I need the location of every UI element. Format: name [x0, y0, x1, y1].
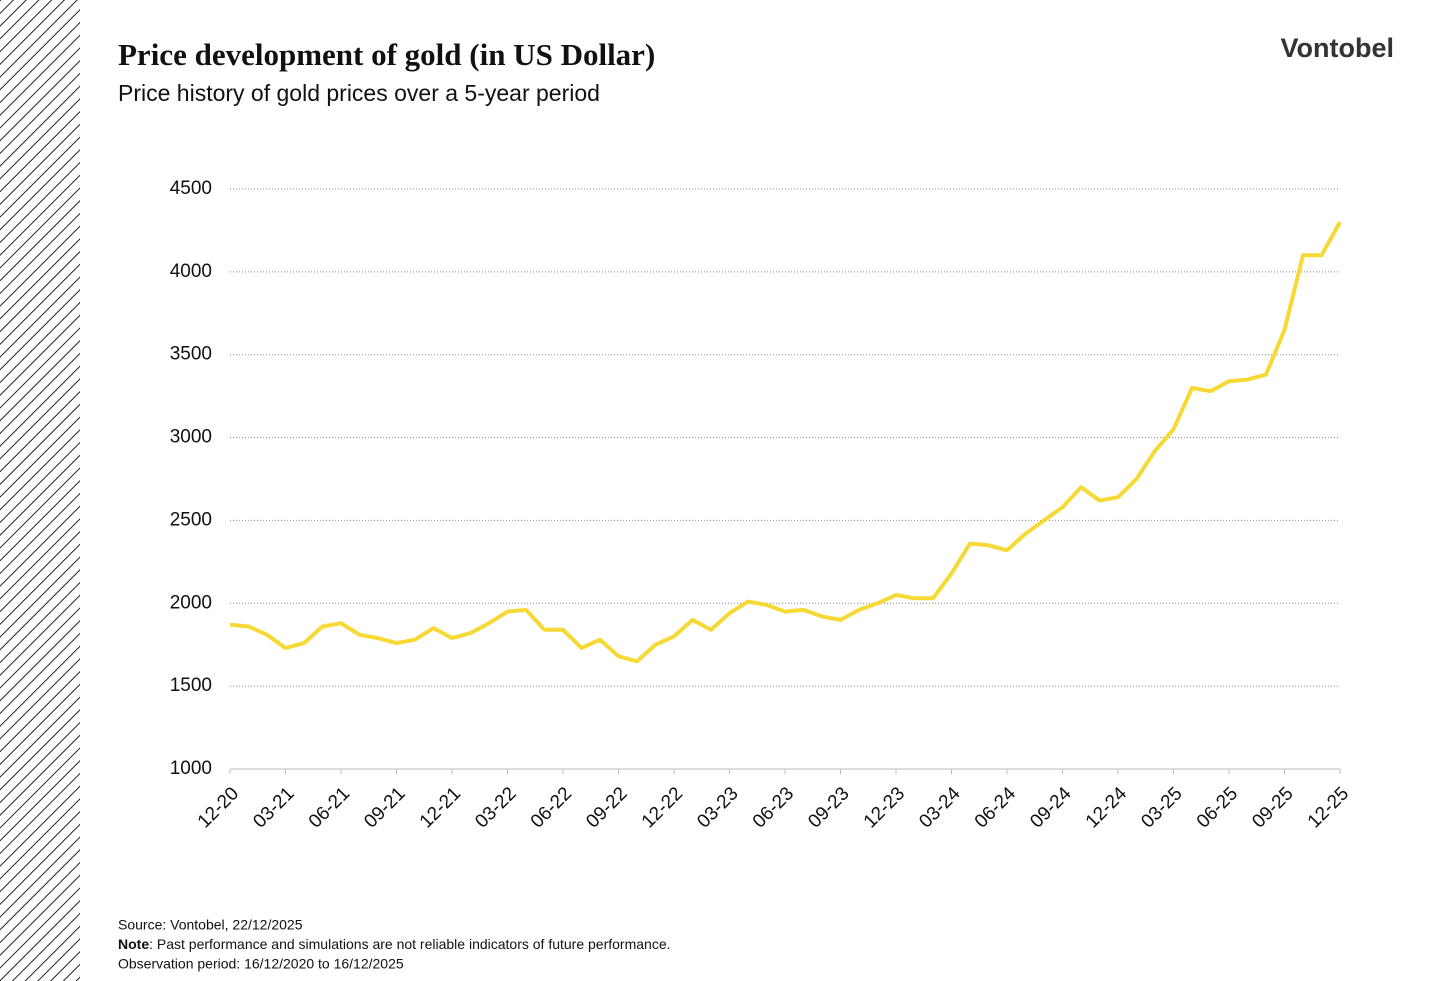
- x-tick-label: 03-25: [1137, 783, 1186, 832]
- x-tick-label: 03-22: [471, 783, 520, 832]
- x-tick-label: 09-23: [804, 783, 853, 832]
- x-tick-label: 09-21: [360, 783, 409, 832]
- x-tick-label: 06-24: [971, 783, 1021, 833]
- x-tick-label: 09-22: [582, 783, 631, 832]
- x-tick-label: 09-24: [1026, 783, 1076, 833]
- x-tick-label: 12-21: [416, 783, 465, 832]
- x-tick-label: 06-21: [305, 783, 354, 832]
- price-line: [229, 221, 1342, 664]
- y-tick-label: 3500: [170, 344, 212, 365]
- x-tick-label: 09-25: [1248, 783, 1297, 832]
- x-tick-label: 12-24: [1082, 783, 1132, 833]
- chart-title: Price development of gold (in US Dollar): [118, 37, 655, 72]
- observation: Observation period: 16/12/2020 to 16/12/…: [118, 956, 404, 972]
- brand-logo: Vontobel: [1281, 33, 1394, 63]
- note-line: Note: Past performance and simulations a…: [118, 936, 671, 952]
- chart-subtitle: Price history of gold prices over a 5-ye…: [118, 80, 600, 106]
- y-tick-label: 1500: [170, 675, 212, 696]
- y-tick-label: 2500: [170, 509, 212, 530]
- y-tick-label: 2000: [170, 592, 212, 613]
- x-tick-label: 03-24: [915, 783, 965, 833]
- x-tick-label: 06-25: [1193, 783, 1242, 832]
- note-label: Note: [118, 936, 149, 952]
- source: Source: Vontobel, 22/12/2025: [118, 917, 303, 933]
- hatch-strip: [0, 0, 80, 981]
- x-tick-label: 03-23: [693, 783, 742, 832]
- x-tick-label: 06-23: [749, 783, 798, 832]
- y-tick-label: 4000: [170, 261, 212, 282]
- y-tick-label: 1000: [170, 758, 212, 779]
- x-tick-label: 03-21: [249, 783, 298, 832]
- y-tick-label: 3000: [170, 427, 212, 448]
- x-tick-label: 06-22: [527, 783, 576, 832]
- y-tick-label: 4500: [170, 178, 212, 199]
- x-tick-label: 12-25: [1304, 783, 1353, 832]
- x-tick-label: 12-23: [860, 783, 909, 832]
- x-tick-label: 12-20: [194, 783, 243, 832]
- note: : Past performance and simulations are n…: [149, 936, 670, 952]
- x-tick-label: 12-22: [638, 783, 687, 832]
